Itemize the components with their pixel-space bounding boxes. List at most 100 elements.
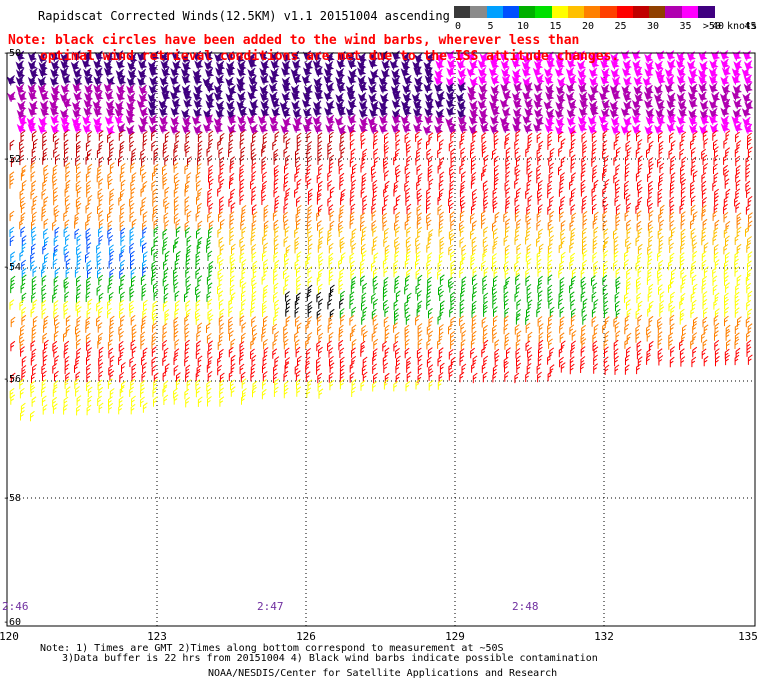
wind-barb xyxy=(404,132,410,143)
wind-barb xyxy=(570,154,576,165)
wind-barb xyxy=(725,324,731,336)
wind-barb xyxy=(725,188,731,200)
wind-barb xyxy=(525,211,531,223)
wind-barb xyxy=(514,178,519,189)
wind-barb xyxy=(202,122,213,133)
wind-barb xyxy=(185,180,190,192)
wind-barb xyxy=(581,163,587,174)
wind-barb xyxy=(680,211,686,222)
wind-barb xyxy=(648,187,654,199)
wind-barb xyxy=(152,188,158,199)
wind-barb xyxy=(349,218,355,229)
wind-barb xyxy=(338,211,344,223)
wind-barb xyxy=(426,324,432,335)
wind-barb xyxy=(229,234,235,245)
wind-barb xyxy=(501,122,511,134)
wind-barb xyxy=(174,290,180,302)
wind-barb xyxy=(285,155,290,166)
wind-barb xyxy=(213,84,224,95)
wind-barb xyxy=(571,308,576,319)
wind-barb xyxy=(173,146,179,157)
wind-barb xyxy=(228,346,234,358)
wind-barb xyxy=(448,277,453,288)
wind-barb xyxy=(10,251,16,262)
wind-barb xyxy=(448,349,454,360)
wind-barb xyxy=(43,228,48,239)
wind-barb xyxy=(656,50,666,61)
wind-barb xyxy=(391,68,401,80)
wind-barb xyxy=(52,220,57,231)
wind-barb xyxy=(413,66,423,77)
wind-barb xyxy=(477,67,488,78)
wind-barb xyxy=(703,355,709,367)
wind-barb xyxy=(338,324,344,336)
wind-barb xyxy=(208,138,214,150)
wind-barb xyxy=(450,219,456,230)
wind-barb xyxy=(116,84,126,95)
wind-barb xyxy=(680,219,686,230)
wind-barb xyxy=(285,245,291,256)
wind-barb xyxy=(250,363,256,375)
wind-barb xyxy=(715,355,720,367)
wind-barb xyxy=(114,114,124,126)
wind-barb xyxy=(86,363,91,375)
wind-barb xyxy=(141,197,147,208)
wind-barb xyxy=(559,306,565,318)
wind-barb xyxy=(260,99,270,111)
wind-barb xyxy=(527,347,532,358)
wind-barb xyxy=(658,243,664,254)
wind-barb-field xyxy=(6,50,754,422)
wind-barb xyxy=(296,251,302,262)
wind-barb xyxy=(218,315,224,326)
wind-barb xyxy=(644,98,654,110)
wind-barb xyxy=(206,333,212,344)
wind-barb xyxy=(659,173,664,184)
wind-barb xyxy=(55,154,60,165)
wind-barb xyxy=(263,284,269,296)
wind-barb xyxy=(227,114,237,125)
wind-barb xyxy=(118,341,124,352)
wind-barb xyxy=(108,275,114,286)
wind-barb xyxy=(349,195,355,206)
wind-barb xyxy=(439,362,445,374)
wind-barb xyxy=(259,66,269,78)
wind-barb xyxy=(229,284,235,295)
wind-barb xyxy=(317,132,323,143)
wind-barb xyxy=(263,211,269,222)
wind-barb xyxy=(131,331,137,342)
wind-barb xyxy=(373,148,379,159)
wind-barb xyxy=(721,84,731,95)
wind-barb xyxy=(294,243,300,254)
wind-barb xyxy=(208,261,214,272)
wind-barb xyxy=(614,355,619,367)
wind-barb xyxy=(416,347,422,358)
wind-barb xyxy=(120,259,125,271)
wind-barb xyxy=(349,372,355,383)
wind-barb xyxy=(107,378,113,389)
wind-barb xyxy=(579,98,589,109)
wind-barb xyxy=(577,68,587,79)
wind-barb xyxy=(217,186,222,197)
wind-barb xyxy=(184,196,190,207)
wind-barb xyxy=(526,164,532,175)
wind-barb xyxy=(745,180,751,192)
wind-barb xyxy=(610,116,621,127)
wind-barb xyxy=(214,52,224,63)
wind-barb xyxy=(424,67,434,78)
wind-barb xyxy=(416,306,422,317)
wind-barb xyxy=(85,252,90,263)
wind-barb xyxy=(383,236,389,247)
wind-barb xyxy=(461,330,467,341)
wind-barb xyxy=(206,146,212,157)
wind-barb xyxy=(290,84,301,95)
wind-barb xyxy=(120,235,126,246)
wind-barb xyxy=(327,340,332,351)
wind-barb xyxy=(285,291,290,302)
wind-barb xyxy=(405,275,410,286)
wind-barb xyxy=(139,115,149,127)
wind-barb xyxy=(428,330,434,341)
wind-barb xyxy=(593,324,599,335)
wind-barb xyxy=(152,196,158,207)
wind-barb xyxy=(648,315,654,327)
wind-barb xyxy=(151,338,157,349)
